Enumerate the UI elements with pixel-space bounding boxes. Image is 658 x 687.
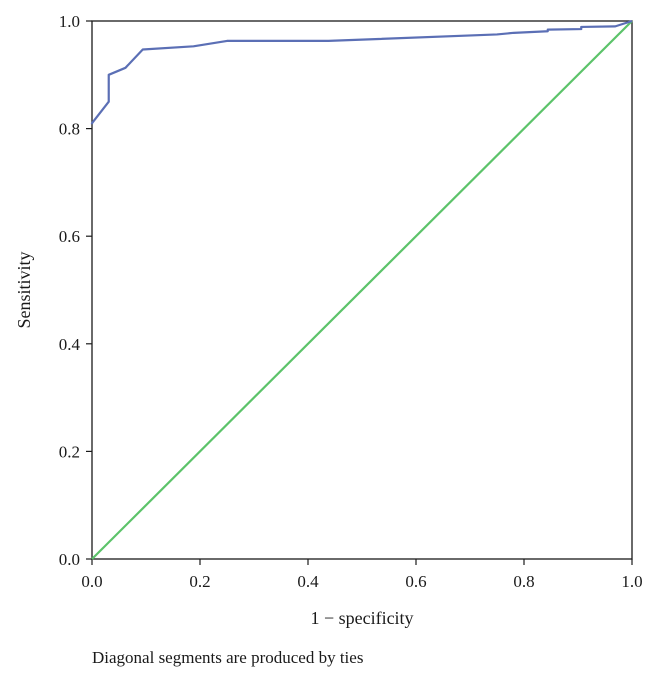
x-axis-title: 1 − specificity [310,608,413,628]
x-tick-label: 0.0 [81,572,102,591]
x-tick-label: 0.2 [189,572,210,591]
axes [86,20,633,565]
y-tick-label: 0.4 [59,335,81,354]
y-tick-label: 1.0 [59,12,80,31]
chart-note: Diagonal segments are produced by ties [92,648,364,667]
reference-diagonal-line [91,20,633,560]
roc-curve-line [90,19,633,125]
x-tick-label: 1.0 [621,572,642,591]
x-tick-label: 0.8 [513,572,534,591]
x-tick-label: 0.6 [405,572,426,591]
tick-labels: 0.0 0.2 0.4 0.6 0.8 1.0 0.0 0.2 0.4 0.6 0.8 1.0 [59,12,643,591]
series-layer [90,19,633,560]
y-tick-label: 0.6 [59,227,80,246]
y-tick-label: 0.2 [59,442,80,461]
plot-frame [91,20,633,560]
y-axis-title: Sensitivity [14,251,34,328]
x-tick-label: 0.4 [297,572,319,591]
y-tick-label: 0.0 [59,550,80,569]
y-tick-label: 0.8 [59,120,80,139]
roc-chart: 0.0 0.2 0.4 0.6 0.8 1.0 0.0 0.2 0.4 0.6 0.8 1.0 1 −… [14,12,643,628]
